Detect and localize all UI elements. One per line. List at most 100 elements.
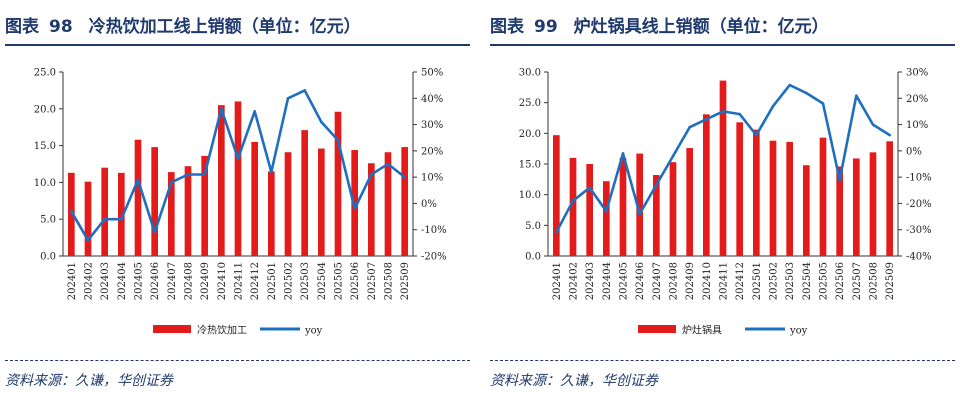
x-tick-label: 202503 — [300, 262, 311, 300]
x-tick-label: 202412 — [735, 262, 746, 300]
bar — [619, 157, 627, 256]
bar — [736, 122, 743, 256]
x-tick-label: 202501 — [752, 262, 763, 300]
bar — [819, 137, 827, 256]
bar — [603, 181, 610, 256]
x-tick-label: 202505 — [334, 262, 345, 300]
yoy-point — [86, 238, 90, 242]
y-tick-label: 15.0 — [34, 141, 56, 152]
bar — [384, 152, 392, 256]
x-tick-label: 202509 — [400, 262, 411, 300]
chart-title: 炉灶锅具线上销额（单位：亿元） — [573, 17, 829, 37]
y2-tick-label: 0% — [421, 199, 437, 210]
x-tick-label: 202406 — [150, 262, 161, 300]
figure-title: 图表 99 炉灶锅具线上销额（单位：亿元） — [490, 12, 829, 37]
yoy-point — [755, 133, 758, 137]
bar — [586, 164, 593, 256]
x-tick-label: 202402 — [84, 262, 95, 300]
x-tick-label: 202403 — [100, 262, 111, 300]
x-tick-label: 202401 — [67, 262, 78, 300]
bar — [284, 152, 292, 256]
y-tick-label: 15.0 — [519, 160, 541, 171]
y-tick-label: 30.0 — [519, 68, 541, 79]
bar — [401, 147, 408, 256]
y2-tick-label: -30% — [906, 225, 932, 236]
x-tick-label: 202407 — [167, 262, 178, 300]
y-tick-label: 10.0 — [519, 190, 541, 201]
x-tick-label: 202509 — [885, 262, 896, 300]
y-tick-label: 20.0 — [519, 129, 541, 140]
bar — [168, 172, 175, 256]
legend-swatch-bar — [638, 325, 676, 333]
y2-tick-label: 50% — [421, 68, 443, 79]
yoy-point — [203, 173, 206, 176]
bar — [118, 172, 125, 256]
y2-tick-label: 30% — [421, 120, 443, 131]
x-tick-label: 202401 — [552, 262, 563, 300]
yoy-point — [353, 207, 356, 210]
x-tick-label: 202410 — [702, 262, 713, 300]
yoy-point — [153, 231, 156, 234]
figure-number: 98 — [49, 17, 73, 37]
yoy-point — [386, 162, 390, 166]
bar — [151, 147, 158, 256]
bar — [769, 140, 777, 256]
x-tick-label: 202504 — [802, 262, 813, 300]
x-tick-label: 202404 — [602, 262, 613, 300]
yoy-point — [120, 217, 123, 221]
x-tick-label: 202507 — [852, 262, 863, 300]
yoy-point — [705, 118, 708, 121]
x-tick-label: 202505 — [819, 262, 830, 300]
title-divider — [490, 44, 955, 46]
y-tick-label: 10.0 — [34, 178, 56, 189]
title-divider — [5, 44, 470, 46]
bar — [84, 181, 92, 256]
x-tick-label: 202507 — [367, 262, 378, 300]
x-tick-label: 202402 — [569, 262, 580, 300]
yoy-point — [871, 123, 875, 126]
yoy-point — [70, 210, 73, 213]
source-divider — [490, 360, 955, 361]
x-tick-label: 202408 — [184, 262, 195, 300]
yoy-point — [688, 125, 691, 129]
x-tick-label: 202409 — [200, 262, 211, 300]
y-tick-label: 25.0 — [519, 98, 541, 109]
yoy-point — [286, 96, 290, 100]
y2-tick-label: 20% — [906, 94, 928, 105]
bar — [553, 135, 560, 256]
y2-tick-label: -20% — [421, 252, 447, 263]
yoy-point — [220, 107, 223, 111]
y2-tick-label: -40% — [906, 252, 932, 263]
bar — [184, 166, 192, 256]
yoy-point — [136, 178, 140, 182]
y2-tick-label: -10% — [906, 173, 932, 184]
yoy-point — [571, 199, 575, 203]
yoy-point — [821, 102, 825, 105]
x-tick-label: 202504 — [317, 262, 328, 300]
x-tick-label: 202411 — [234, 262, 245, 300]
y2-tick-label: 10% — [906, 120, 928, 131]
y2-tick-label: 30% — [906, 68, 928, 79]
source-note: 资料来源：久谦，华创证券 — [490, 373, 658, 389]
yoy-point — [805, 91, 808, 95]
bar — [853, 158, 860, 256]
x-tick-label: 202506 — [835, 262, 846, 300]
bar — [836, 166, 843, 256]
bar — [268, 171, 275, 256]
yoy-point — [771, 104, 775, 108]
bar — [869, 152, 877, 256]
yoy-point — [838, 178, 841, 182]
yoy-point — [588, 186, 591, 189]
yoy-point — [721, 110, 725, 113]
x-tick-label: 202508 — [869, 262, 880, 300]
y-tick-label: 5.0 — [40, 215, 56, 226]
x-tick-label: 202406 — [635, 262, 646, 300]
legend-label-bar: 冷热饮加工 — [197, 324, 247, 337]
y-tick-label: 25.0 — [34, 68, 56, 79]
y2-tick-label: 40% — [421, 94, 443, 105]
figure-label: 图表 — [5, 17, 39, 37]
yoy-point — [555, 231, 558, 234]
x-tick-label: 202412 — [250, 262, 261, 300]
x-tick-label: 202506 — [350, 262, 361, 300]
y-tick-label: 20.0 — [34, 104, 56, 115]
